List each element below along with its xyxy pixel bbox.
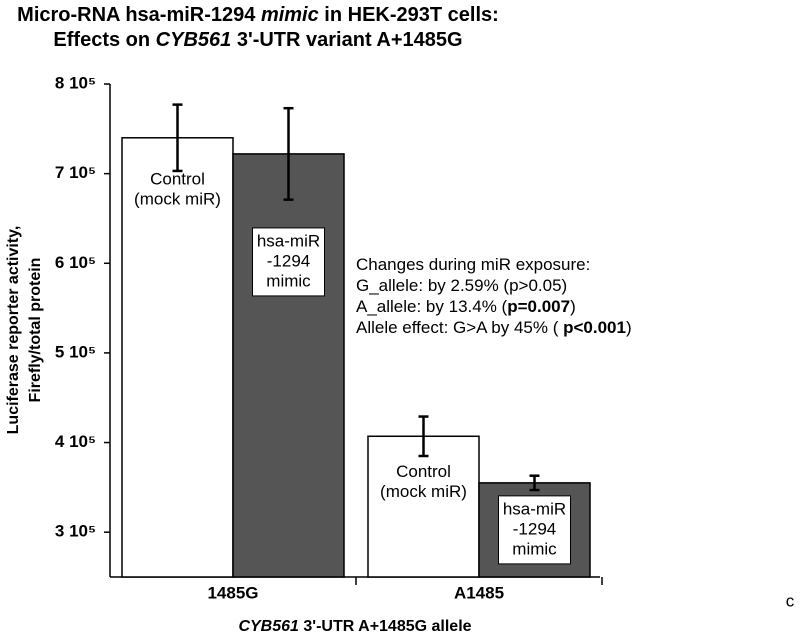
y-tick-label: 5 10⁵ [55,342,96,361]
bar [232,153,345,578]
title-part: CYB561 [156,29,232,51]
title-part: 3'-UTR variant A+1485G [231,29,462,51]
y-axis-label: Firefly/total protein [27,258,44,403]
title-part: Effects on [53,29,155,51]
x-tick-label: 1485G [207,583,258,602]
y-axis-label: Luciferase reporter activity, [5,226,22,435]
series-label: hsa-miR [503,499,566,518]
series-label: hsa-miR [257,231,320,250]
y-tick-label: 8 10⁵ [55,73,96,92]
y-tick-label: 4 10⁵ [55,432,96,451]
series-label: mimic [266,271,311,290]
x-axis-label: CYB561 3'-UTR A+1485G allele [238,618,471,635]
label-box [498,495,571,565]
title-part: mimic [261,4,319,26]
series-label: Control [150,169,205,188]
series-label: -1294 [267,251,310,270]
annotation-part: A_allele: by 13.4% ( [356,297,508,316]
annotation-part: Changes during miR exposure: [356,255,590,274]
title-part: Micro-RNA hsa-miR-1294 [17,4,261,26]
annotation-part: G_allele: by 2.59% (p>0.05) [356,276,567,295]
y-tick-label: 3 10⁵ [55,522,96,541]
title-part: in HEK-293T cells: [319,4,499,26]
chart-title: Effects on CYB561 3'-UTR variant A+1485G [53,29,462,51]
annotation-part: p<0.001 [563,318,626,337]
chart-title: Micro-RNA hsa-miR-1294 mimic in HEK-293T… [17,4,499,26]
annotation-part: ) [626,318,632,337]
annotation-part: Allele effect: G>A by 45% ( [356,318,563,337]
y-tick-label: 6 10⁵ [55,253,96,272]
x-label-part: CYB561 [238,618,299,635]
annotation-part: p=0.007 [507,297,570,316]
series-label: (mock miR) [380,482,467,501]
annotation: Allele effect: G>A by 45% ( p<0.001) [356,318,632,337]
y-tick-label: 7 10⁵ [55,163,96,182]
x-tick-label: A1485 [454,583,504,602]
x-label-part: 3'-UTR A+1485G allele [299,618,472,635]
annotation: A_allele: by 13.4% (p=0.007) [356,297,576,316]
series-label: mimic [512,539,557,558]
annotation: Changes during miR exposure: [356,255,590,274]
annotation: G_allele: by 2.59% (p>0.05) [356,276,567,295]
series-label: (mock miR) [134,189,221,208]
series-label: Control [396,462,451,481]
corner-label: c [786,591,795,610]
annotation-part: ) [570,297,576,316]
label-box [252,227,325,297]
series-label: -1294 [513,519,556,538]
bar [367,435,480,578]
